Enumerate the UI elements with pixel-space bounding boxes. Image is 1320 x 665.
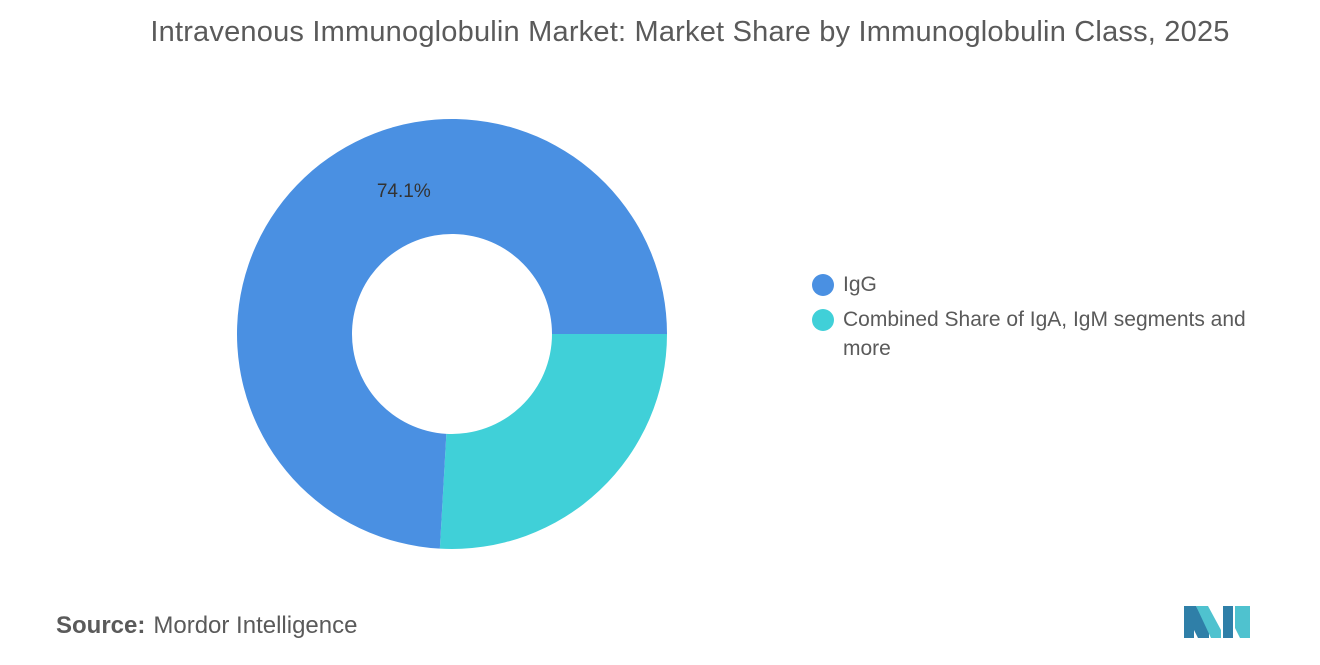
data-label-igg: 74.1% — [377, 181, 431, 202]
slice-combined[interactable] — [439, 334, 667, 549]
legend-item-igg[interactable]: IgG — [812, 270, 1292, 299]
legend-swatch-combined — [812, 309, 834, 331]
source-note: Source: Mordor Intelligence — [56, 612, 357, 640]
donut-slices — [236, 118, 667, 549]
legend-label-combined: Combined Share of IgA, IgM segments and … — [843, 308, 1246, 360]
slice-igg[interactable] — [236, 118, 667, 549]
source-label: Source: — [56, 612, 146, 639]
legend-label-igg: IgG — [843, 273, 877, 296]
mordor-intelligence-logo — [1184, 606, 1250, 638]
donut-data-labels: 74.1% — [377, 181, 431, 202]
chart-title: Intravenous Immunoglobulin Market: Marke… — [150, 16, 1230, 48]
legend-item-combined[interactable]: Combined Share of IgA, IgM segments and … — [812, 305, 1292, 363]
legend: IgG Combined Share of IgA, IgM segments … — [812, 270, 1292, 369]
source-name: Mordor Intelligence — [153, 612, 358, 639]
legend-swatch-igg — [812, 274, 834, 296]
